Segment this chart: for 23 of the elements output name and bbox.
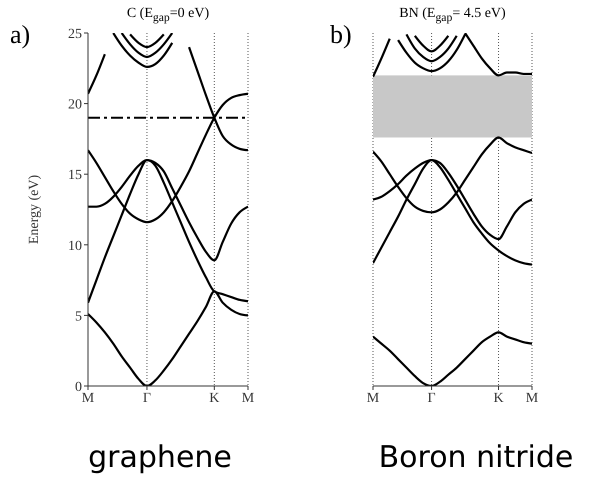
y-tick-label: 20 bbox=[68, 98, 82, 113]
text: a) bbox=[10, 20, 30, 50]
x-tick-label: Γ bbox=[428, 390, 436, 406]
x-tick-label: M bbox=[82, 390, 95, 406]
y-tick-label: 0 bbox=[75, 380, 82, 395]
y-tick-label: 25 bbox=[68, 26, 82, 42]
x-tick-label: M bbox=[242, 390, 255, 406]
x-tick-label: M bbox=[366, 390, 380, 406]
text: Boron nitride bbox=[378, 440, 574, 475]
y-tick-label: 15 bbox=[68, 168, 82, 184]
chart-title: BN (E$_{gap}$= 4.5 eV) bbox=[398, 6, 507, 24]
line-series bbox=[120, 33, 174, 58]
x-tick-label: K bbox=[209, 390, 220, 406]
text: graphene bbox=[87, 440, 233, 475]
text: b) bbox=[330, 20, 352, 50]
y-axis-title: Energy (eV) bbox=[26, 174, 42, 244]
x-tick-label: K bbox=[493, 390, 504, 406]
line-series bbox=[112, 33, 174, 68]
x-tick-label: Γ bbox=[142, 390, 151, 406]
y-tick-label: 5 bbox=[75, 309, 82, 324]
chart-title: C (E$_{gap}$=0 eV) bbox=[126, 6, 210, 24]
x-tick-label: M bbox=[526, 390, 539, 406]
y-tick-label: 10 bbox=[68, 238, 82, 254]
